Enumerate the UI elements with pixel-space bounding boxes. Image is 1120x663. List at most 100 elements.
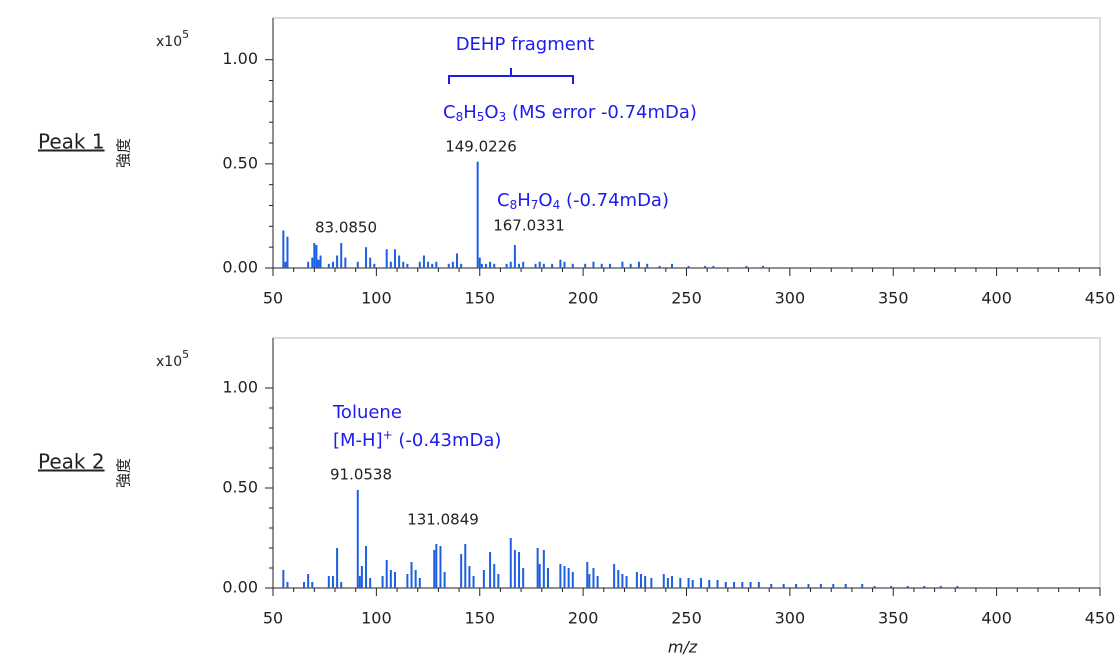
peak-bar [741, 582, 744, 588]
peak-bar [567, 568, 570, 588]
peak-bar [513, 550, 516, 588]
peak-bar [536, 548, 539, 588]
peak-bar [331, 576, 334, 588]
peak-bar [795, 584, 798, 588]
peak-bar [592, 261, 595, 268]
peak-bar [770, 584, 773, 588]
peak-bar [406, 574, 409, 588]
peak-bar [513, 245, 516, 268]
peak-bar [691, 580, 694, 588]
peak-bar [282, 230, 285, 268]
peak-bar [431, 263, 434, 268]
peak-bar [518, 263, 521, 268]
x-tick-label: 100 [361, 289, 392, 308]
peak-bar [331, 261, 334, 268]
peak-label: 83.0850 [315, 219, 377, 237]
peak-bar [687, 578, 690, 588]
peak-bar [402, 261, 405, 268]
peak-bar [447, 263, 450, 268]
peak-bar [340, 243, 343, 268]
peak-bar [588, 574, 591, 588]
peak-bar [832, 584, 835, 588]
annotation: Toluene [332, 402, 402, 423]
y-multiplier: x105 [156, 28, 189, 50]
peak-bar [414, 570, 417, 588]
peak-bar [592, 568, 595, 588]
peak-bar [286, 236, 289, 268]
peak-bar [522, 568, 525, 588]
peak-bar [484, 263, 487, 268]
peak-bar [315, 245, 318, 268]
peak-bar [538, 261, 541, 268]
peak-bar [563, 566, 566, 588]
peak-bar [939, 586, 942, 588]
peak-bar [385, 249, 388, 268]
annotation: C8H7O4 (-0.74mDa) [497, 190, 669, 212]
annotation: [M-H]+ (-0.43mDa) [333, 428, 501, 452]
peak-bar [410, 562, 413, 588]
y-axis-label: 強度 [115, 458, 133, 488]
peak-bar [621, 574, 624, 588]
peak-bar [906, 586, 909, 588]
y-multiplier-exponent: 5 [182, 28, 189, 41]
peak-bar [559, 259, 562, 268]
peak-bar [538, 564, 541, 588]
peak-bar [571, 263, 574, 268]
peak-bar [646, 263, 649, 268]
peak-bar [666, 578, 669, 588]
plot-frame [272, 337, 1101, 589]
peak-bar [443, 572, 446, 588]
peak-bar [563, 261, 566, 268]
peak-bar [439, 546, 442, 588]
peak-bar [637, 261, 640, 268]
peak-bar [422, 255, 425, 268]
peak-bar [497, 574, 500, 588]
peak-bar [369, 257, 372, 268]
peak-bar [480, 263, 483, 268]
x-tick-label: 300 [775, 609, 806, 628]
annotation: DEHP fragment [456, 34, 595, 55]
y-tick-label: 0.50 [222, 153, 258, 172]
x-tick-label: 350 [878, 289, 909, 308]
peak-bar [317, 259, 320, 268]
peak-bar [489, 552, 492, 588]
peak-bar [716, 580, 719, 588]
peak-bar [493, 564, 496, 588]
x-tick-label: 450 [1085, 289, 1116, 308]
peak-bar [344, 257, 347, 268]
peak-bar [336, 548, 339, 588]
peak-bar [509, 261, 512, 268]
peak-bar [546, 568, 549, 588]
peak-bar [613, 564, 616, 588]
peak-bar [340, 582, 343, 588]
peak-bar [923, 586, 926, 588]
peak-bar [398, 255, 401, 268]
peak-bar [393, 249, 396, 268]
peak-bar [307, 574, 310, 588]
x-tick-label: 350 [878, 609, 909, 628]
peak-bar [381, 576, 384, 588]
y-tick-label: 1.00 [222, 378, 258, 397]
peak-bar [586, 562, 589, 588]
peak-bar [708, 580, 711, 588]
peak-bar [635, 572, 638, 588]
peak-bar [389, 570, 392, 588]
peak-bar [542, 263, 545, 268]
peak-bar [472, 576, 475, 588]
peak-bar [782, 584, 785, 588]
x-tick-label: 150 [464, 609, 495, 628]
peak-bar [861, 584, 864, 588]
peak-bar [617, 570, 620, 588]
peak-bar [356, 261, 359, 268]
y-multiplier-base: x10 [156, 34, 182, 50]
x-tick-label: 300 [775, 289, 806, 308]
y-multiplier: x105 [156, 348, 189, 370]
y-multiplier-exponent: 5 [182, 348, 189, 361]
peak-bar [551, 263, 554, 268]
peak-bar [559, 564, 562, 588]
x-tick-label: 400 [981, 289, 1012, 308]
peak-bar [435, 261, 438, 268]
y-tick-label: 0.00 [222, 258, 258, 277]
peak-bar [505, 263, 508, 268]
